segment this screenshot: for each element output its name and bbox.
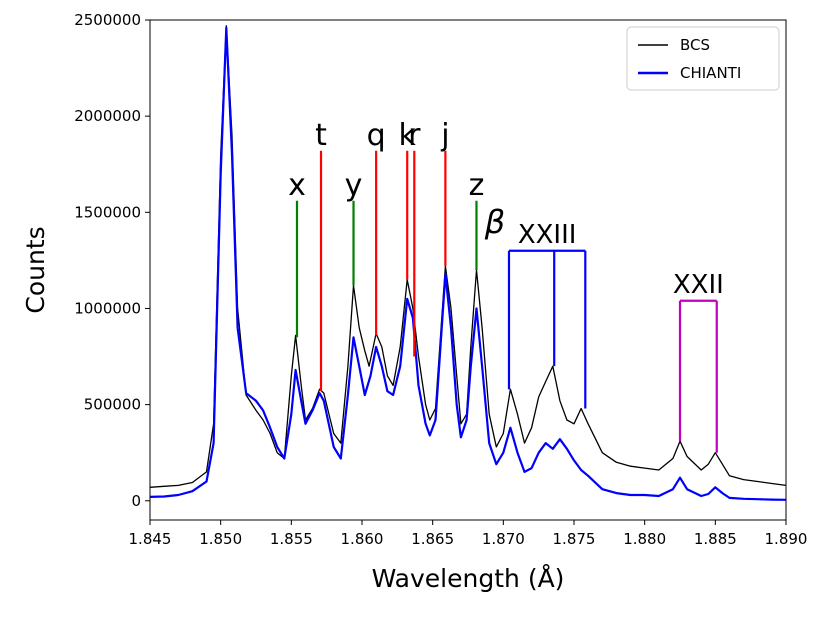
marker-label-r: r bbox=[408, 118, 421, 153]
legend-label-bcs: BCS bbox=[680, 36, 710, 54]
marker-label-z: z bbox=[469, 168, 485, 203]
bracket-label-XXII: XXII bbox=[673, 270, 724, 300]
marker-label-j: j bbox=[440, 118, 449, 153]
x-tick-label: 1.880 bbox=[623, 530, 666, 548]
y-tick-label: 500000 bbox=[84, 396, 141, 414]
bracket-label-XXIII: XXIII bbox=[518, 220, 577, 250]
x-tick-label: 1.855 bbox=[270, 530, 313, 548]
x-tick-label: 1.865 bbox=[411, 530, 454, 548]
marker-label-k: k bbox=[399, 118, 417, 153]
marker-label-q: q bbox=[367, 118, 386, 153]
y-ticks: 0 500000 1000000 1500000 2000000 2500000 bbox=[74, 11, 150, 510]
y-tick-label: 2500000 bbox=[74, 11, 141, 29]
series-line-bcs bbox=[149, 25, 787, 488]
series-lines bbox=[149, 25, 787, 501]
x-tick-label: 1.870 bbox=[482, 530, 525, 548]
legend-label-chianti: CHIANTI bbox=[680, 64, 741, 82]
marker-label-t: t bbox=[315, 118, 327, 153]
x-tick-label: 1.860 bbox=[341, 530, 384, 548]
y-tick-label: 1000000 bbox=[74, 299, 141, 317]
x-tick-label: 1.885 bbox=[694, 530, 737, 548]
x-tick-label: 1.875 bbox=[553, 530, 596, 548]
y-tick-label: 0 bbox=[131, 492, 141, 510]
x-axis-label: Wavelength (Å) bbox=[372, 564, 565, 593]
y-axis-label: Counts bbox=[21, 226, 50, 313]
series-line-chianti bbox=[149, 26, 787, 501]
bracket-groups: XXIII β XXII bbox=[484, 203, 724, 453]
y-tick-label: 2000000 bbox=[74, 107, 141, 125]
marker-label-x: x bbox=[288, 168, 306, 203]
x-tick-label: 1.890 bbox=[765, 530, 808, 548]
legend: BCS CHIANTI bbox=[626, 26, 780, 91]
bracket-greek-XXIII: β bbox=[484, 203, 505, 241]
x-ticks: 1.845 1.850 1.855 1.860 1.865 1.870 1.875 1.880… bbox=[129, 520, 808, 548]
y-tick-label: 1500000 bbox=[74, 203, 141, 221]
plot-frame bbox=[149, 19, 787, 521]
x-tick-label: 1.850 bbox=[199, 530, 242, 548]
x-tick-label: 1.845 bbox=[129, 530, 172, 548]
marker-label-y: y bbox=[345, 168, 363, 203]
